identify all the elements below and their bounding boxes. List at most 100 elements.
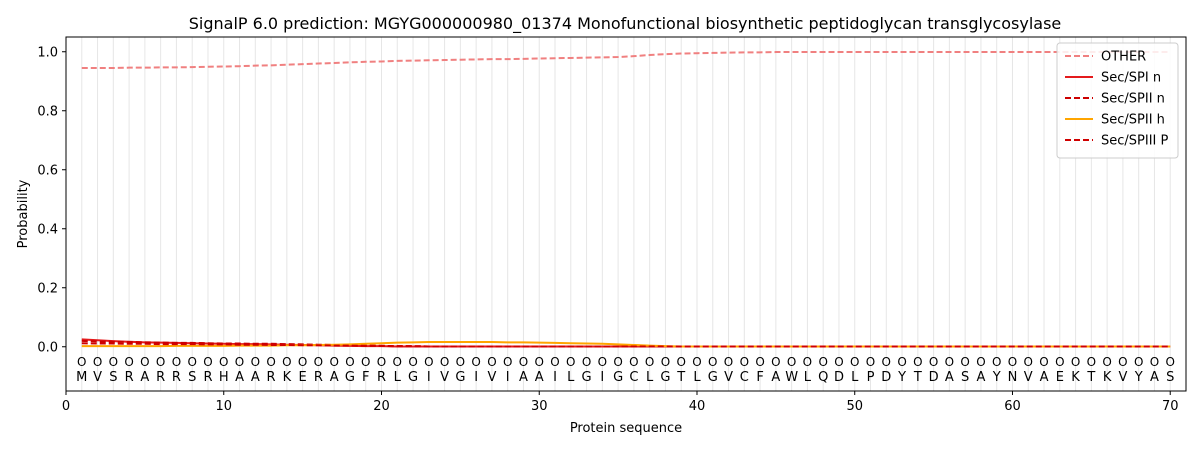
region-marker: O	[203, 355, 212, 369]
residue-label: I	[553, 370, 557, 385]
region-marker: O	[803, 355, 812, 369]
residue-label: R	[203, 370, 212, 385]
region-marker: O	[692, 355, 701, 369]
region-marker: O	[976, 355, 985, 369]
series-line	[81, 342, 1171, 348]
residue-label: S	[109, 370, 117, 385]
region-marker: O	[1008, 355, 1017, 369]
x-axis-ticks: 0 10 20 30 40 50 60 70	[62, 391, 1179, 414]
residue-label: V	[724, 370, 733, 385]
y-tick-label: 0.4	[37, 222, 58, 237]
region-marker: O	[329, 355, 338, 369]
region-marker: O	[535, 355, 544, 369]
region-marker: O	[1039, 355, 1048, 369]
region-marker: O	[424, 355, 433, 369]
region-marker: O	[740, 355, 749, 369]
region-marker: O	[676, 355, 685, 369]
region-marker: O	[187, 355, 196, 369]
region-marker: O	[140, 355, 149, 369]
residue-gridlines	[81, 37, 1171, 391]
residue-label: I	[600, 370, 604, 385]
region-marker: O	[1118, 355, 1127, 369]
x-tick-label: 60	[1004, 399, 1021, 414]
region-marker: O	[440, 355, 449, 369]
residue-label: S	[188, 370, 196, 385]
residue-label: S	[1166, 370, 1174, 385]
residue-label: R	[125, 370, 134, 385]
residue-label: T	[676, 370, 685, 385]
residue-label: K	[1103, 370, 1112, 385]
residue-label: V	[1118, 370, 1127, 385]
region-marker: O	[755, 355, 764, 369]
region-marker: O	[1165, 355, 1174, 369]
residue-label: A	[140, 370, 149, 385]
region-marker: O	[235, 355, 244, 369]
region-marker: O	[613, 355, 622, 369]
residue-label: K	[283, 370, 292, 385]
residue-label: R	[377, 370, 386, 385]
residue-label: A	[976, 370, 985, 385]
legend-label: Sec/SPII n	[1101, 92, 1165, 107]
series-layer	[81, 51, 1171, 348]
residue-label: K	[1071, 370, 1080, 385]
x-tick-label: 50	[846, 399, 863, 414]
residue-label: L	[804, 370, 812, 385]
region-marker: O	[913, 355, 922, 369]
residue-label: V	[440, 370, 449, 385]
residue-label: A	[771, 370, 780, 385]
residue-label: A	[1040, 370, 1049, 385]
residue-label: R	[156, 370, 165, 385]
residue-label: L	[394, 370, 402, 385]
region-marker: O	[345, 355, 354, 369]
x-tick-label: 20	[373, 399, 390, 414]
y-axis-ticks: 0.0 0.2 0.4 0.6 0.8 1.0	[37, 45, 66, 355]
region-marker: O	[818, 355, 827, 369]
region-marker: O	[156, 355, 165, 369]
residue-label: A	[251, 370, 260, 385]
residue-label: Y	[897, 370, 906, 385]
plot-frame	[65, 36, 1187, 392]
region-marker: O	[897, 355, 906, 369]
region-marker: O	[724, 355, 733, 369]
residue-label: A	[945, 370, 954, 385]
region-marker: O	[566, 355, 575, 369]
residue-label: N	[1008, 370, 1018, 385]
x-axis-label: Protein sequence	[570, 421, 682, 436]
region-marker: O	[550, 355, 559, 369]
region-marker: O	[124, 355, 133, 369]
region-marker: O	[172, 355, 181, 369]
region-marker: O	[708, 355, 717, 369]
region-marker: O	[1071, 355, 1080, 369]
x-tick-label: 0	[62, 399, 70, 414]
residue-label: D	[834, 370, 844, 385]
legend-label: Sec/SPII h	[1101, 113, 1165, 128]
region-marker: O	[487, 355, 496, 369]
series-line	[81, 51, 1171, 69]
residue-label: R	[314, 370, 323, 385]
residue-label: C	[740, 370, 749, 385]
residue-label: L	[851, 370, 859, 385]
residue-label: I	[427, 370, 431, 385]
y-tick-label: 0.8	[37, 104, 58, 119]
region-marker: O	[645, 355, 654, 369]
region-marker: O	[1024, 355, 1033, 369]
residue-label: G	[408, 370, 418, 385]
region-marker: O	[282, 355, 291, 369]
region-marker: O	[598, 355, 607, 369]
region-marker: O	[219, 355, 228, 369]
region-marker: O	[503, 355, 512, 369]
y-tick-label: 0.6	[37, 163, 58, 178]
residue-label: T	[1086, 370, 1095, 385]
x-tick-label: 10	[215, 399, 232, 414]
residue-label: A	[235, 370, 244, 385]
region-marker: O	[1150, 355, 1159, 369]
residue-label: A	[1150, 370, 1159, 385]
region-marker: O	[361, 355, 370, 369]
x-tick-label: 70	[1162, 399, 1179, 414]
residue-label: F	[362, 370, 369, 385]
region-marker: O	[109, 355, 118, 369]
residue-label: I	[474, 370, 478, 385]
region-marker: O	[771, 355, 780, 369]
